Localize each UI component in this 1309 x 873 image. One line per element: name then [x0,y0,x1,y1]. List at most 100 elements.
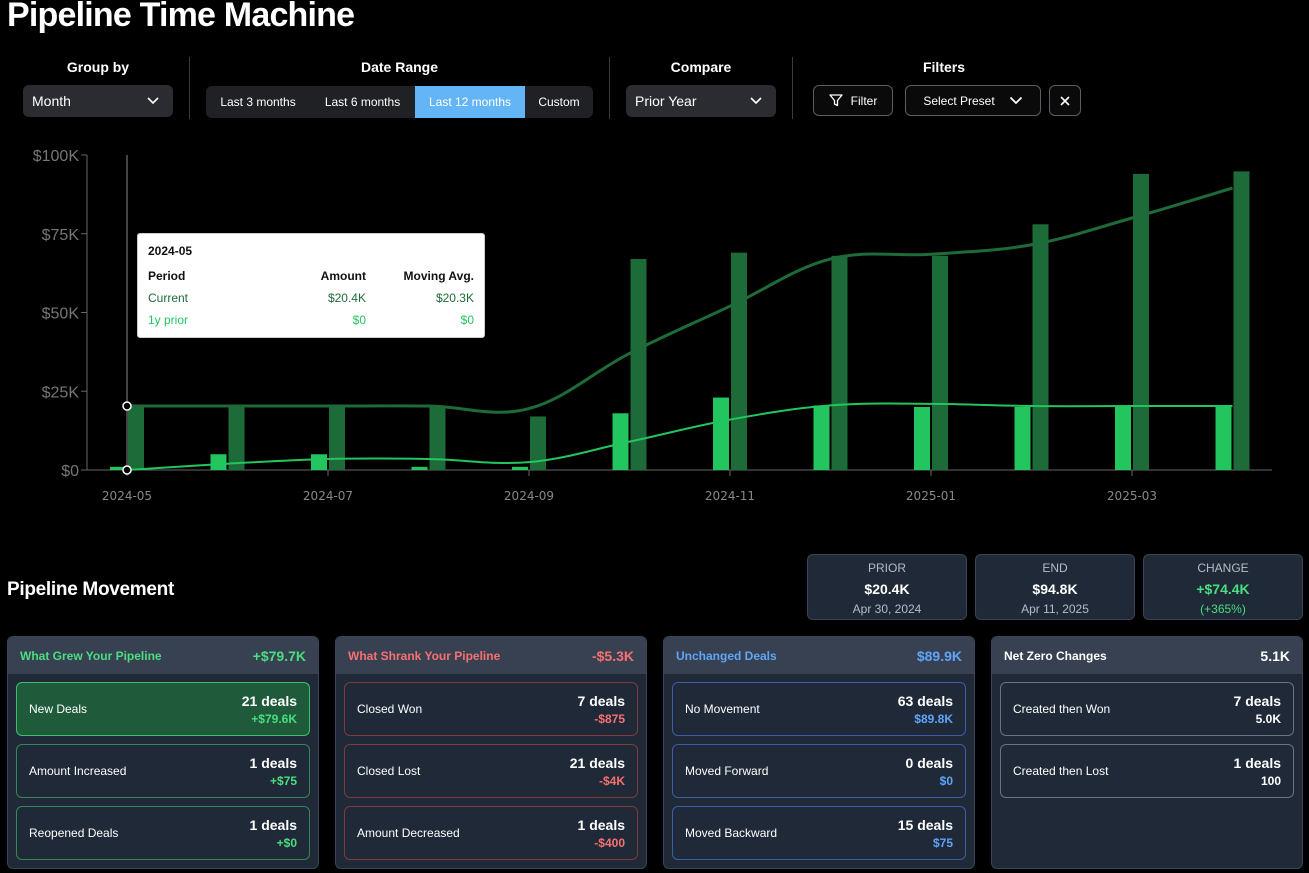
summary-end: END $94.8K Apr 11, 2025 [975,554,1135,620]
compare-select[interactable]: Prior Year [626,85,776,117]
item-count: 21 deals [241,692,297,709]
item-label: Moved Forward [685,764,769,778]
card-unchanged: Unchanged Deals $89.9K No Movement 63 de… [663,636,975,869]
item-no-movement[interactable]: No Movement 63 deals $89.8K [672,682,966,736]
item-moved-backward[interactable]: Moved Backward 15 deals $75 [672,806,966,860]
item-moved-forward[interactable]: Moved Forward 0 deals $0 [672,744,966,798]
x-tick-label: 2024-09 [504,489,554,503]
y-tick-label: $100K [33,148,80,165]
item-amount-increased[interactable]: Amount Increased 1 deals +$75 [16,744,310,798]
item-amount: $75 [932,835,953,850]
summary-value: +$74.4K [1196,581,1250,597]
date-range-option-custom[interactable]: Custom [538,95,580,109]
y-tick-label: $25K [42,384,80,401]
bar-prior [411,466,428,470]
bar-prior [512,466,528,470]
bar-current [1133,173,1149,470]
item-count: 7 deals [577,692,625,709]
x-tick-label: 2025-01 [906,489,956,503]
bar-prior [1115,407,1131,470]
card-shrank: What Shrank Your Pipeline -$5.3K Closed … [335,636,647,869]
card-total: -$5.3K [591,647,634,664]
clear-filters-button[interactable] [1049,85,1081,116]
card-header: What Grew Your Pipeline +$79.7K [8,637,318,674]
hover-point-prior [122,465,132,475]
y-tick-label: $50K [42,306,80,323]
item-amount: $89.8K [914,711,953,726]
card-header: What Shrank Your Pipeline -$5.3K [336,637,646,674]
tooltip-header-row: Period Amount Moving Avg. [148,265,474,287]
date-range-segmented: Last 3 months Last 6 months Last 12 mont… [206,86,593,118]
chart-tooltip: 2024-05 Period Amount Moving Avg. Curren… [137,233,485,338]
item-closed-won[interactable]: Closed Won 7 deals -$875 [344,682,638,736]
date-range-option-12m[interactable]: Last 12 months [415,86,525,118]
card-grew: What Grew Your Pipeline +$79.7K New Deal… [7,636,319,869]
item-created-then-won[interactable]: Created then Won 7 deals 5.0K [1000,682,1294,736]
item-count: 63 deals [897,692,953,709]
tooltip-amount: $0 [352,313,366,327]
item-label: Closed Won [357,702,423,716]
summary-sub: Apr 11, 2025 [1021,602,1089,616]
item-count: 7 deals [1233,692,1281,709]
bar-prior [311,454,327,470]
item-count: 1 deals [249,816,297,833]
item-amount: 5.0K [1255,711,1281,726]
tooltip-title: 2024-05 [148,244,193,258]
card-title: What Shrank Your Pipeline [348,648,501,663]
close-icon [1060,95,1070,106]
page-title: Pipeline Time Machine [7,0,355,34]
divider [609,57,610,119]
item-count: 1 deals [577,816,625,833]
pipeline-movement-title: Pipeline Movement [7,579,174,600]
bar-prior [1215,407,1232,470]
date-range-option-6m[interactable]: Last 6 months [324,95,401,109]
card-total: 5.1K [1260,647,1290,664]
summary-label: PRIOR [867,561,906,575]
item-amount: -$400 [594,835,625,850]
filters-label: Filters [922,59,965,75]
bar-prior [813,405,830,470]
card-net-zero: Net Zero Changes 5.1K Created then Won 7… [991,636,1303,869]
item-label: Amount Increased [29,764,127,778]
item-amount: $0 [939,773,953,788]
group-by-select[interactable]: Month [23,85,173,117]
chevron-down-icon [147,97,159,105]
filter-button[interactable]: Filter [813,85,893,116]
select-preset-label: Select Preset [923,93,995,108]
item-created-then-lost[interactable]: Created then Lost 1 deals 100 [1000,744,1294,798]
bar-prior [110,466,126,470]
summary-sub: (+365%) [1200,602,1246,616]
bar-current [630,258,647,470]
compare-label: Compare [670,59,732,75]
item-label: New Deals [29,702,88,716]
summary-sub: Apr 30, 2024 [852,602,922,616]
tooltip-period: Current [148,291,189,305]
card-header: Net Zero Changes 5.1K [992,637,1302,674]
tooltip-amount: $20.4K [327,291,366,305]
pipeline-chart[interactable]: $0 $25K $50K $75K $100K 2024-05 2024-07 2024-09… [0,140,1309,520]
date-range-option-3m[interactable]: Last 3 months [220,95,296,109]
divider [792,57,793,119]
select-preset-button[interactable]: Select Preset [905,85,1041,116]
bar-current [128,405,144,470]
item-amount: 100 [1260,773,1281,788]
item-amount: -$875 [594,711,625,726]
line-current-moving-avg [127,186,1233,414]
tooltip-header-amount: Amount [320,269,366,283]
card-header: Unchanged Deals $89.9K [664,637,974,674]
summary-label: END [1042,561,1068,575]
item-new-deals[interactable]: New Deals 21 deals +$79.6K [16,682,310,736]
group-by-label: Group by [66,59,130,75]
item-label: No Movement [685,702,760,716]
y-tick-label: $0 [61,463,79,480]
card-title: Net Zero Changes [1004,648,1107,663]
bar-current [228,405,245,470]
bar-current [1233,171,1250,470]
x-tick-label: 2024-07 [303,489,353,503]
bar-current [530,416,546,470]
item-closed-lost[interactable]: Closed Lost 21 deals -$4K [344,744,638,798]
card-title: What Grew Your Pipeline [20,648,162,663]
item-amount-decreased[interactable]: Amount Decreased 1 deals -$400 [344,806,638,860]
item-reopened-deals[interactable]: Reopened Deals 1 deals +$0 [16,806,310,860]
x-tick-label: 2024-11 [705,489,755,503]
